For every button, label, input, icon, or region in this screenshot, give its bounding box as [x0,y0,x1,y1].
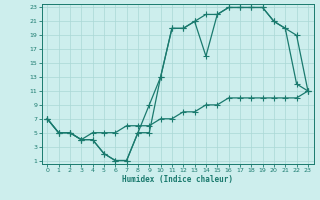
X-axis label: Humidex (Indice chaleur): Humidex (Indice chaleur) [122,175,233,184]
